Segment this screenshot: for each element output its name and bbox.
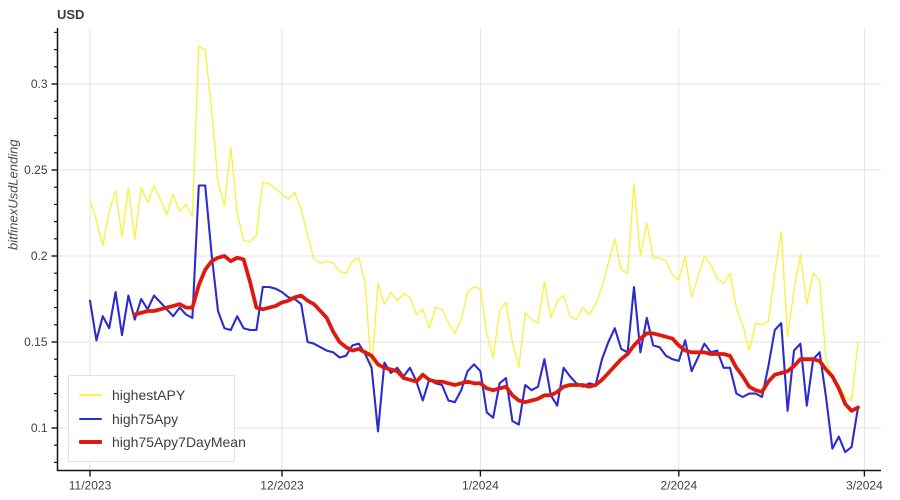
y-tick-label: 0.25 xyxy=(24,163,48,177)
legend-item-high75Apy7DayMean: high75Apy7DayMean xyxy=(79,434,246,450)
y-tick-label: 0.2 xyxy=(31,249,48,263)
y-tick-label: 0.15 xyxy=(24,335,48,349)
legend-swatch-highestAPY xyxy=(79,394,102,397)
series-line-high75Apy7DayMean xyxy=(132,254,860,413)
legend-label: high75Apy xyxy=(112,410,179,427)
legend-label: highestAPY xyxy=(112,387,186,404)
legend-item-high75Apy: high75Apy xyxy=(79,411,234,427)
legend-swatch-high75Apy xyxy=(79,417,102,420)
series-line-highestAPY xyxy=(89,45,859,402)
legend-item-highestAPY: highestAPY xyxy=(79,387,234,403)
y-tick-label: 0.3 xyxy=(31,77,48,91)
legend-swatch-high75Apy7DayMean xyxy=(79,439,102,444)
legend: highestAPY high75Apy high75Apy7DayMean xyxy=(68,375,246,462)
x-tick-label: 1/2024 xyxy=(462,479,499,493)
x-tick-label: 3/2024 xyxy=(846,479,883,493)
legend-label: high75Apy7DayMean xyxy=(112,433,246,450)
x-tick-label: 12/2023 xyxy=(260,479,304,493)
series-line-high75Apy xyxy=(88,184,860,454)
x-tick-label: 11/2023 xyxy=(69,479,112,493)
chart-title: USD xyxy=(57,7,85,22)
x-tick-label: 2/2024 xyxy=(660,479,697,493)
y-tick-label: 0.1 xyxy=(31,421,48,435)
